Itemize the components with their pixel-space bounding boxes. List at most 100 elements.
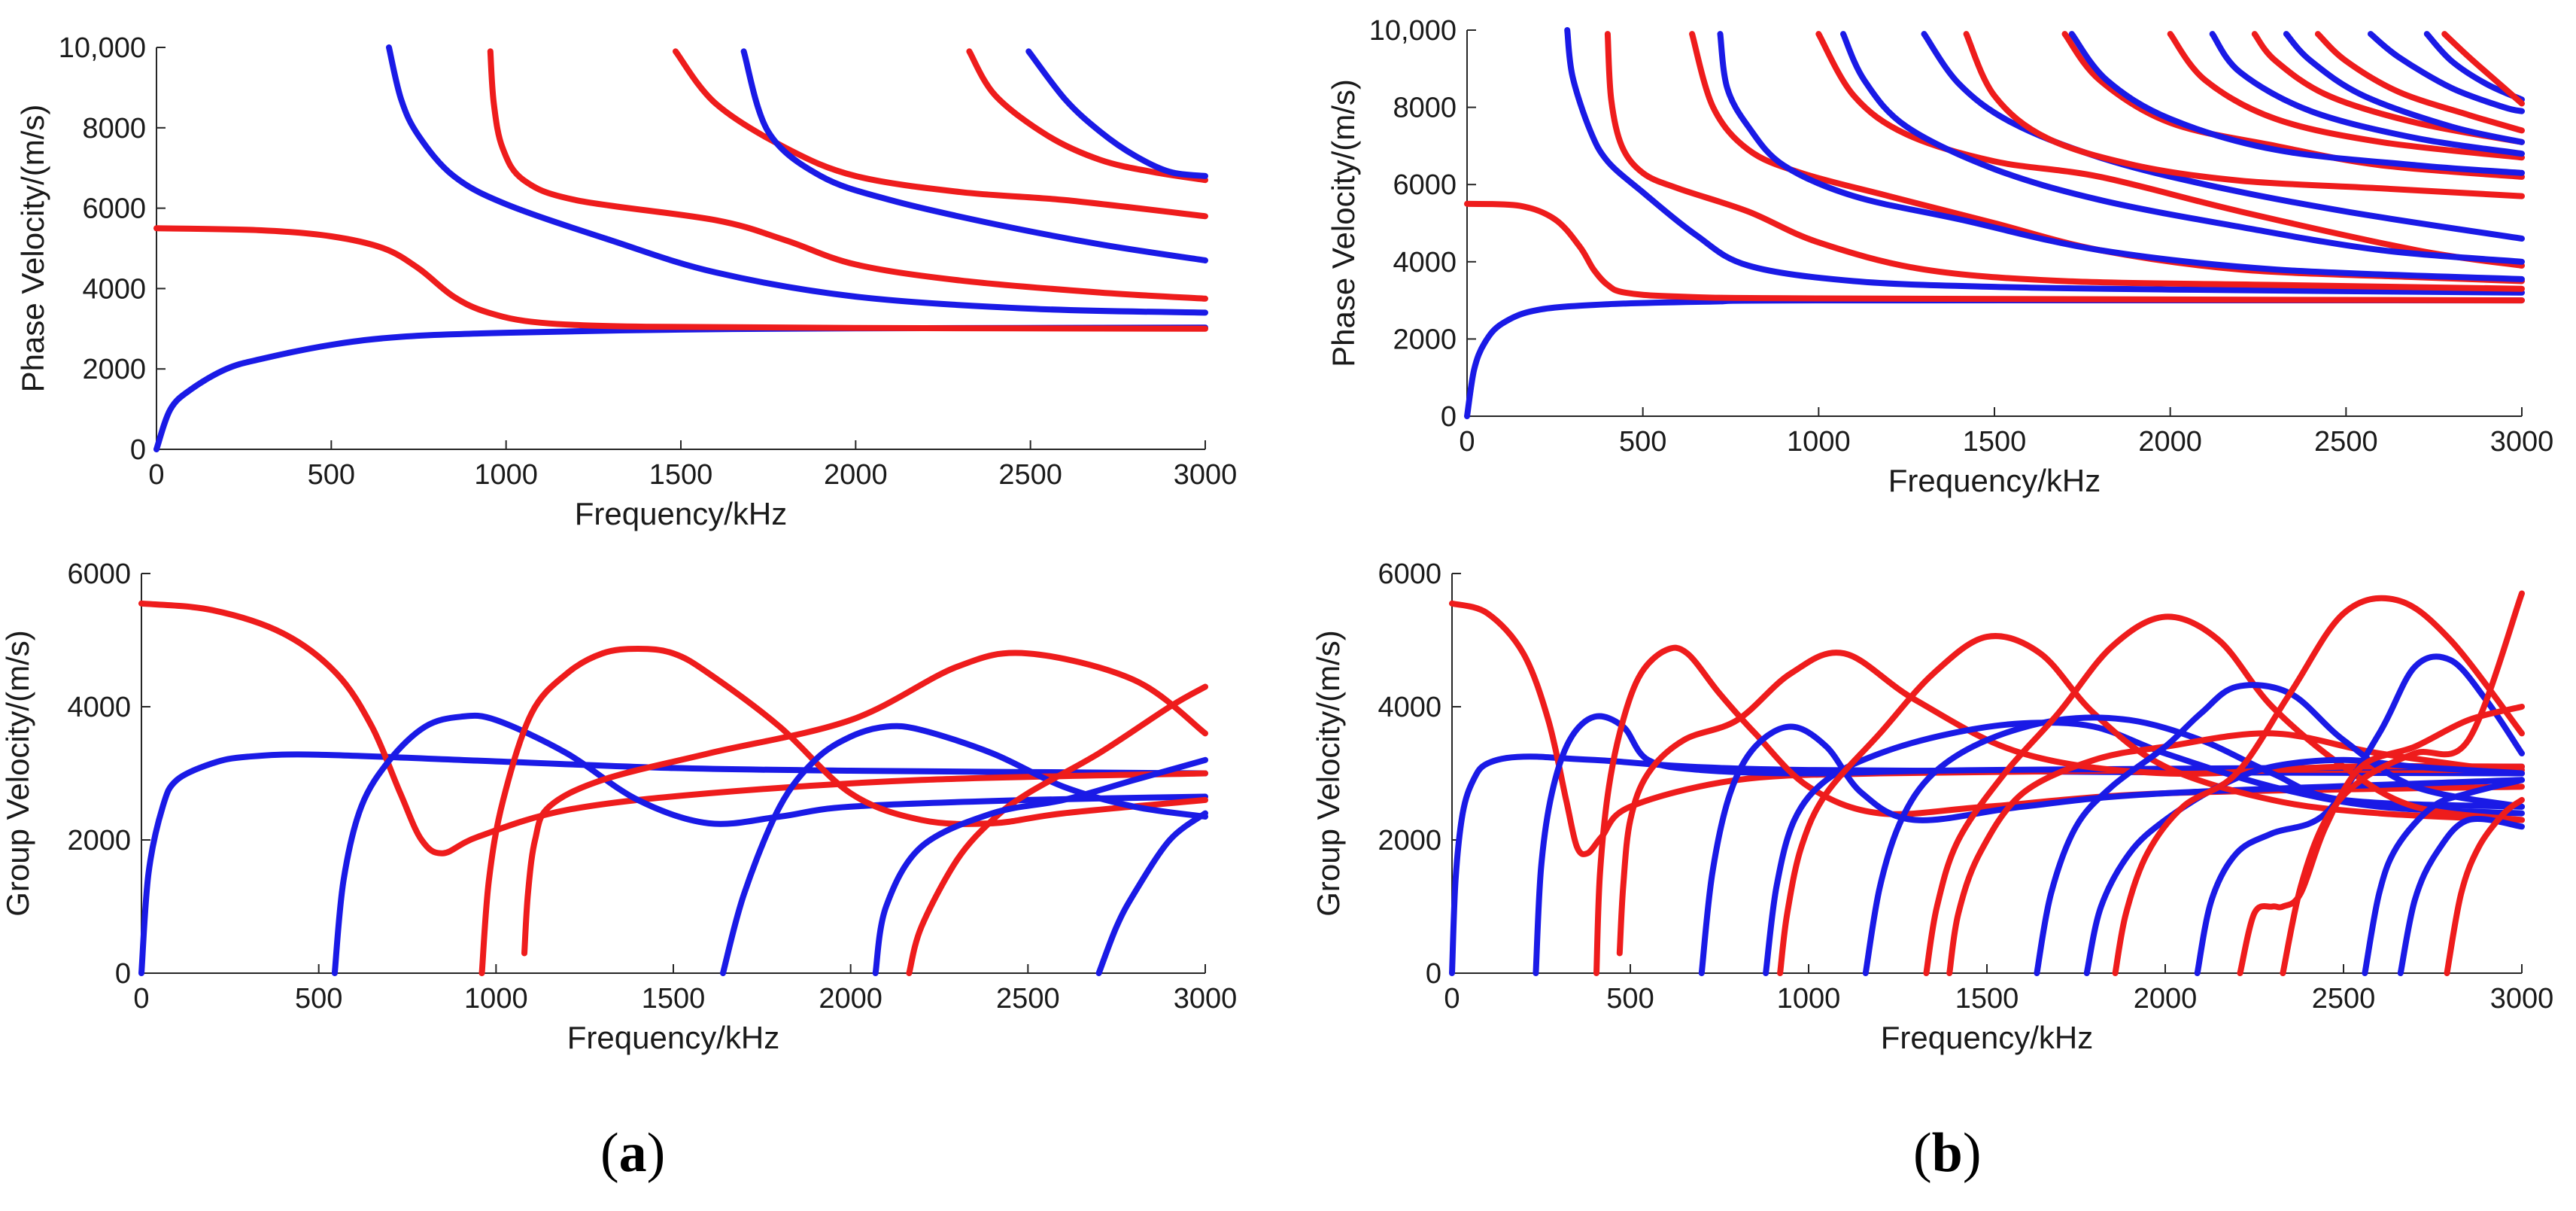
- y-tick-label: 2000: [82, 354, 146, 385]
- y-tick-label: 0: [115, 958, 131, 990]
- x-tick-label: 1500: [1955, 983, 2019, 1015]
- series-line-s5: [1946, 730, 2525, 976]
- y-tick-label: 2000: [1393, 324, 1457, 355]
- y-tick-label: 10,000: [59, 32, 146, 64]
- chart-b-group: 0 500 1000 1500 2000 2500 3000 0 2000 4000 6000 Fre…: [1311, 558, 2553, 1055]
- series-line-a1: [386, 44, 1208, 316]
- series-line-a8: [2368, 31, 2525, 114]
- x-tick-label: 3000: [2490, 426, 2554, 458]
- series-line-s4: [1963, 31, 2525, 199]
- panel-label-b: (b): [1913, 1122, 1982, 1184]
- series-line-a5: [2034, 682, 2525, 976]
- series-line-a1: [331, 712, 1208, 976]
- y-tick-label: 2000: [67, 825, 131, 857]
- y-axis-label: Phase Velocity/(m/s): [15, 105, 50, 393]
- x-tick-label: 1000: [474, 459, 538, 491]
- y-axis-label: Group Velocity/(m/s): [0, 630, 35, 916]
- series-group: [138, 600, 1208, 976]
- series-line-s1: [1604, 31, 2525, 292]
- series-line-s1: [1593, 644, 2525, 976]
- series-line-s3: [1777, 633, 2525, 976]
- series-line-a5: [2068, 31, 2525, 176]
- x-tick-label: 1500: [642, 983, 706, 1015]
- x-tick-label: 0: [148, 459, 164, 491]
- y-tick-label: 10,000: [1369, 15, 1457, 47]
- y-axis-label: Phase Velocity/(m/s): [1326, 79, 1361, 367]
- x-tick-label: 2000: [819, 983, 882, 1015]
- y-tick-label: 6000: [82, 193, 146, 225]
- series-line-s6: [2112, 595, 2525, 976]
- series-line-a0: [153, 324, 1208, 452]
- series-line-a2: [1717, 31, 2525, 282]
- y-tick-label: 6000: [67, 558, 131, 590]
- series-line-a2: [740, 48, 1208, 263]
- x-tick-label: 2500: [996, 983, 1060, 1015]
- series-line-s0: [153, 225, 1208, 332]
- x-tick-label: 3000: [2490, 983, 2554, 1015]
- series-line-s2: [673, 48, 1208, 220]
- x-tick-label: 1000: [1787, 426, 1851, 458]
- chart-a-phase: 0 500 1000 1500 2000 2500 3000 0 2000 4000 6000 800…: [15, 32, 1237, 531]
- y-tick-label: 4000: [67, 692, 131, 723]
- series-line-a3: [1840, 31, 2525, 265]
- series-group: [1464, 27, 2525, 419]
- x-tick-label: 2500: [2312, 983, 2376, 1015]
- series-line-s3: [1815, 31, 2525, 269]
- series-line-a7: [2283, 31, 2525, 145]
- series-line-a2: [1698, 723, 2525, 976]
- y-tick-label: 2000: [1378, 825, 1441, 857]
- y-tick-label: 4000: [1378, 692, 1441, 723]
- x-axis-label: Frequency/kHz: [575, 496, 787, 531]
- y-axis-label: Group Velocity/(m/s): [1311, 630, 1346, 916]
- chart-a-group: 0 500 1000 1500 2000 2500 3000 0 2000 4000 6000 Fre…: [0, 558, 1237, 1055]
- x-tick-label: 500: [1619, 426, 1666, 458]
- y-tick-label: 4000: [82, 273, 146, 305]
- series-line-s8: [2280, 590, 2525, 976]
- x-axis-label: Frequency/kHz: [1881, 1020, 2093, 1055]
- series-line-a8: [2362, 777, 2525, 976]
- series-line-a4: [1862, 714, 2525, 976]
- series-line-a9: [2397, 816, 2525, 976]
- x-tick-label: 1500: [649, 459, 713, 491]
- x-tick-label: 0: [1459, 426, 1475, 458]
- x-tick-label: 500: [1606, 983, 1654, 1015]
- series-line-s1: [478, 646, 1208, 976]
- series-line-s0: [138, 600, 1208, 857]
- series-line-a1: [1564, 27, 2525, 296]
- series-line-a3: [1095, 810, 1208, 976]
- y-tick-label: 0: [130, 434, 146, 466]
- panel-label-a: (a): [600, 1122, 666, 1184]
- y-tick-label: 8000: [82, 113, 146, 145]
- series-line-s9: [2441, 31, 2525, 107]
- series-line-s7: [2237, 704, 2525, 976]
- x-tick-label: 2000: [2138, 426, 2202, 458]
- x-tick-label: 500: [308, 459, 355, 491]
- y-tick-label: 6000: [1393, 169, 1457, 201]
- series-group: [153, 44, 1208, 452]
- series-line-s3: [966, 48, 1208, 184]
- y-tick-label: 0: [1426, 958, 1441, 990]
- series-line-a3: [1025, 48, 1208, 179]
- series-line-a6: [2209, 31, 2525, 157]
- series-line-s8: [2314, 31, 2525, 134]
- series-line-s2: [521, 650, 1208, 957]
- x-tick-label: 1500: [1963, 426, 2027, 458]
- series-line-a0: [138, 751, 1208, 976]
- series-line-s0: [1464, 200, 2525, 304]
- x-tick-label: 0: [133, 983, 149, 1015]
- x-tick-label: 2000: [2134, 983, 2198, 1015]
- y-tick-label: 8000: [1393, 93, 1457, 124]
- series-line-s1: [487, 48, 1208, 302]
- x-tick-label: 2000: [824, 459, 888, 491]
- y-tick-label: 6000: [1378, 558, 1441, 590]
- chart-b-phase: 0 500 1000 1500 2000 2500 3000 0 2000 4000 6000 800…: [1326, 15, 2553, 498]
- y-tick-label: 4000: [1393, 247, 1457, 278]
- x-tick-label: 0: [1444, 983, 1460, 1015]
- x-tick-label: 500: [295, 983, 342, 1015]
- x-tick-label: 1000: [464, 983, 528, 1015]
- x-tick-label: 3000: [1174, 983, 1238, 1015]
- x-tick-label: 3000: [1174, 459, 1238, 491]
- x-axis-label: Frequency/kHz: [1888, 463, 2101, 498]
- x-tick-label: 1000: [1777, 983, 1841, 1015]
